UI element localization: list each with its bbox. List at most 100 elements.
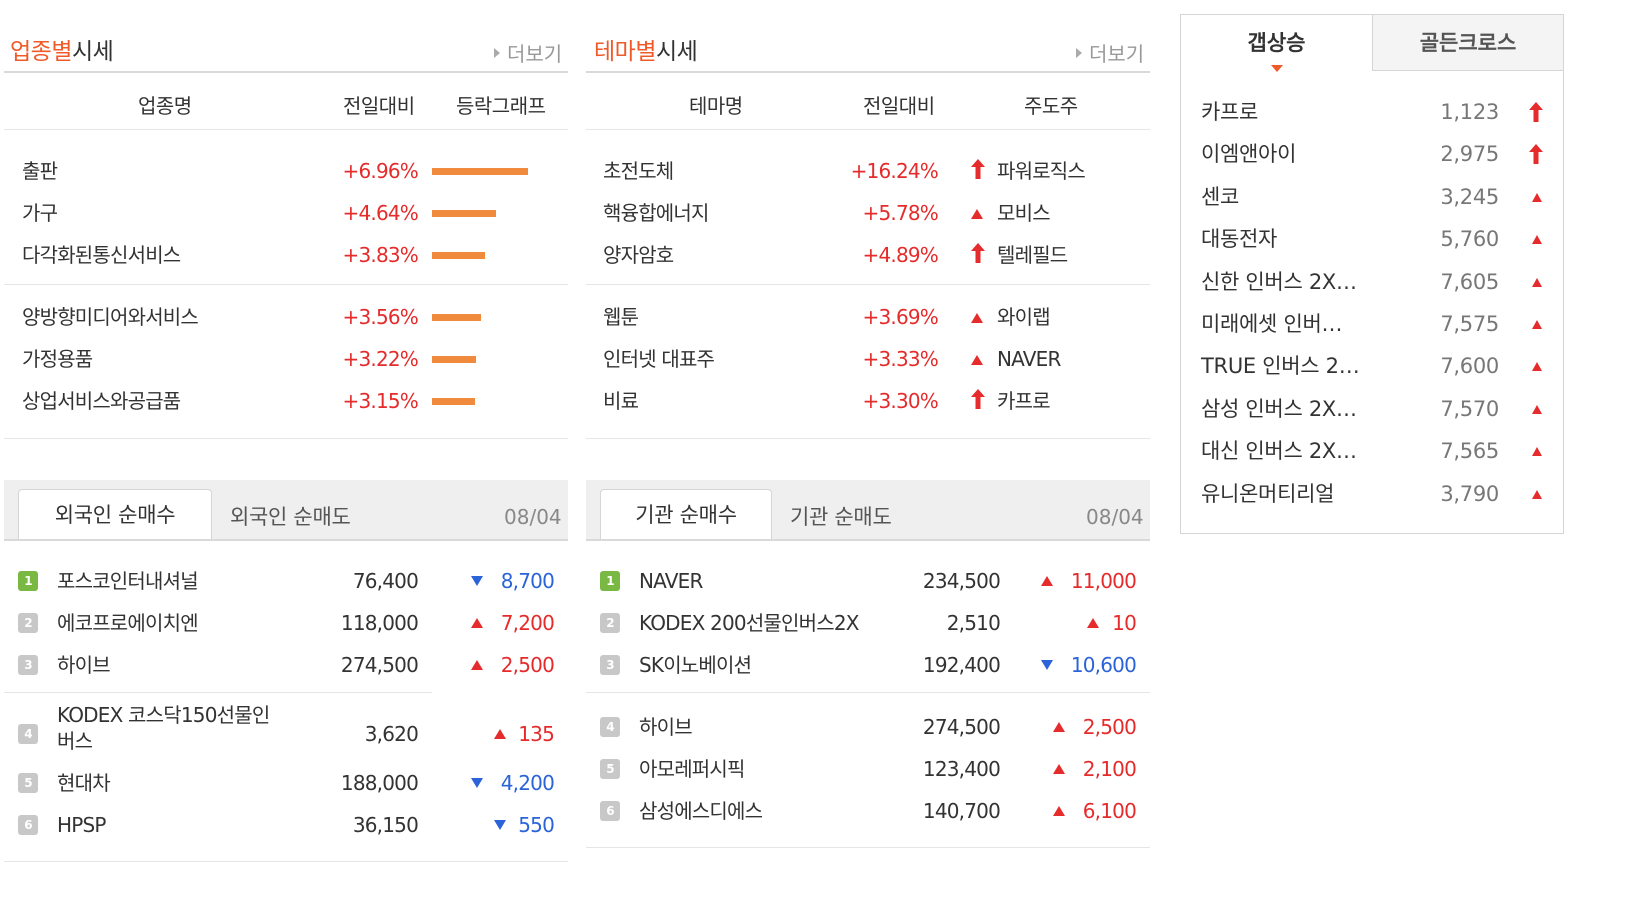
ranking-row[interactable]: 1 NAVER 234,500 11,000 [586, 561, 1137, 601]
theme-change: +4.89% [862, 243, 939, 267]
ranking-row[interactable]: 5 현대차 188,000 4,200 [4, 763, 555, 803]
gap-up-row[interactable]: 미래에셋 인버… 7,575 [1201, 303, 1551, 345]
theme-name: 인터넷 대표주 [603, 347, 715, 371]
ranking-row[interactable]: 6 HPSP 36,150 550 [4, 805, 555, 845]
change-bar [432, 252, 485, 259]
theme-leader-stock[interactable]: 텔레필드 [997, 243, 1068, 267]
ranking-row[interactable]: 5 아모레퍼시픽 123,400 2,100 [586, 749, 1137, 789]
tab-foreign-net-buy[interactable]: 외국인 순매수 [18, 489, 212, 540]
stock-name: 대신 인버스 2X… [1201, 439, 1357, 464]
theme-more-link[interactable]: 더보기 [1076, 38, 1144, 67]
gap-up-row[interactable]: 대신 인버스 2X… 7,565 [1201, 430, 1551, 472]
sector-row[interactable]: 다각화된통신서비스 +3.83% [22, 235, 562, 275]
stock-name[interactable]: 현대차 [57, 771, 111, 795]
theme-leader-stock[interactable]: 모비스 [997, 201, 1051, 225]
stock-name[interactable]: SK이노베이션 [639, 653, 752, 677]
gap-up-row[interactable]: 카프로 1,123 [1201, 91, 1551, 133]
stock-name: 미래에셋 인버… [1201, 312, 1343, 336]
stock-name: 이엠앤아이 [1201, 142, 1297, 167]
stock-name[interactable]: 삼성에스디에스 [639, 799, 763, 823]
ranking-row[interactable]: 3 하이브 274,500 2,500 [4, 645, 555, 685]
gap-up-row[interactable]: 신한 인버스 2X… 7,605 [1201, 261, 1551, 303]
theme-change: +5.78% [862, 201, 939, 225]
divider [4, 284, 568, 285]
change-bar [432, 398, 475, 405]
ranking-row[interactable]: 4 KODEX 코스닥150선물인버스 3,620 135 [4, 703, 555, 754]
sector-row[interactable]: 가구 +4.64% [22, 193, 562, 233]
stock-name: 카프로 [1201, 100, 1259, 124]
down-triangle-icon [493, 820, 506, 830]
gap-up-row[interactable]: 이엠앤아이 2,975 [1201, 133, 1551, 175]
divider [586, 129, 1150, 130]
gap-up-panel: 갭상승 골든크로스 카프로 1,123 이엠앤아이 2,975 센코 3,245 대동전자 5… [1180, 14, 1564, 534]
foreign-date: 08/04 [504, 505, 562, 529]
sector-name: 양방향미디어와서비스 [22, 305, 199, 329]
theme-leader-stock[interactable]: NAVER [997, 347, 1061, 371]
col-header-graph: 등락그래프 [456, 94, 546, 118]
up-triangle-icon [1532, 192, 1542, 202]
stock-change: 8,700 [500, 569, 555, 593]
tab-institution-net-sell[interactable]: 기관 순매도 [790, 505, 892, 529]
sector-change: +3.15% [342, 389, 419, 413]
theme-leader-stock[interactable]: 와이랩 [997, 305, 1051, 329]
down-triangle-icon [470, 778, 483, 788]
ranking-row[interactable]: 2 에코프로에이치엔 118,000 7,200 [4, 603, 555, 643]
theme-row[interactable]: 웹툰 +3.69% 와이랩 [603, 297, 1143, 337]
ranking-row[interactable]: 4 하이브 274,500 2,500 [586, 707, 1137, 747]
sector-row[interactable]: 출판 +6.96% [22, 151, 562, 191]
gap-up-row[interactable]: 대동전자 5,760 [1201, 218, 1551, 260]
gap-up-row[interactable]: 센코 3,245 [1201, 176, 1551, 218]
stock-change: 550 [518, 813, 555, 837]
theme-row[interactable]: 양자암호 +4.89% 텔레필드 [603, 235, 1143, 275]
up-triangle-icon [470, 660, 483, 670]
stock-name: 신한 인버스 2X… [1201, 269, 1357, 294]
gap-up-row[interactable]: 유니온머티리얼 3,790 [1201, 473, 1551, 515]
stock-name[interactable]: 하이브 [57, 653, 111, 677]
rank-badge: 6 [600, 801, 620, 821]
ranking-row[interactable]: 2 KODEX 200선물인버스2X 2,510 10 [586, 603, 1137, 643]
ranking-row[interactable]: 6 삼성에스디에스 140,700 6,100 [586, 791, 1137, 831]
stock-name[interactable]: 에코프로에이치엔 [57, 611, 199, 635]
up-triangle-icon [470, 618, 483, 628]
theme-name: 양자암호 [603, 243, 674, 267]
theme-name: 웹툰 [603, 305, 639, 329]
tab-foreign-net-sell[interactable]: 외국인 순매도 [230, 505, 351, 529]
stock-name[interactable]: 아모레퍼시픽 [639, 757, 745, 781]
theme-leader-stock[interactable]: 파워로직스 [997, 159, 1086, 183]
tab-golden-cross[interactable]: 골든크로스 [1372, 15, 1563, 71]
ranking-row[interactable]: 3 SK이노베이션 192,400 10,600 [586, 645, 1137, 685]
sector-more-link[interactable]: 더보기 [494, 38, 562, 67]
theme-row[interactable]: 핵융합에너지 +5.78% 모비스 [603, 193, 1143, 233]
gap-up-row[interactable]: TRUE 인버스 2… 7,600 [1201, 345, 1551, 387]
col-header-theme-name: 테마명 [689, 94, 743, 118]
stock-price: 36,150 [352, 813, 419, 837]
theme-row[interactable]: 비료 +3.30% 카프로 [603, 381, 1143, 421]
up-triangle-icon [1041, 576, 1053, 586]
tab-gap-up[interactable]: 갭상승 [1181, 15, 1372, 71]
ranking-row[interactable]: 1 포스코인터내셔널 76,400 8,700 [4, 561, 555, 601]
stock-name[interactable]: KODEX 200선물인버스2X [639, 611, 859, 635]
sector-change: +6.96% [342, 159, 419, 183]
sector-name: 다각화된통신서비스 [22, 243, 181, 267]
stock-name[interactable]: KODEX 코스닥150선물인버스 [57, 703, 270, 753]
stock-name[interactable]: 하이브 [639, 715, 693, 739]
stock-change: 4,200 [500, 771, 555, 795]
tab-institution-net-buy[interactable]: 기관 순매수 [600, 489, 772, 540]
stock-change: 2,500 [500, 653, 555, 677]
theme-row[interactable]: 인터넷 대표주 +3.33% NAVER [603, 339, 1143, 379]
divider [586, 692, 1150, 693]
sector-row[interactable]: 가정용품 +3.22% [22, 339, 562, 379]
stock-price: 7,600 [1440, 354, 1499, 379]
sector-row[interactable]: 양방향미디어와서비스 +3.56% [22, 297, 562, 337]
stock-name[interactable]: NAVER [639, 569, 703, 593]
stock-name[interactable]: 포스코인터내셔널 [57, 569, 199, 593]
theme-leader-stock[interactable]: 카프로 [997, 389, 1051, 413]
divider [4, 438, 568, 439]
limit-up-arrow-icon [971, 159, 985, 179]
theme-row[interactable]: 초전도체 +16.24% 파워로직스 [603, 151, 1143, 191]
sector-row[interactable]: 상업서비스와공급품 +3.15% [22, 381, 562, 421]
limit-up-arrow-icon [971, 389, 985, 409]
gap-up-row[interactable]: 삼성 인버스 2X… 7,570 [1201, 388, 1551, 430]
stock-name[interactable]: HPSP [57, 813, 106, 837]
theme-name: 초전도체 [603, 159, 674, 183]
